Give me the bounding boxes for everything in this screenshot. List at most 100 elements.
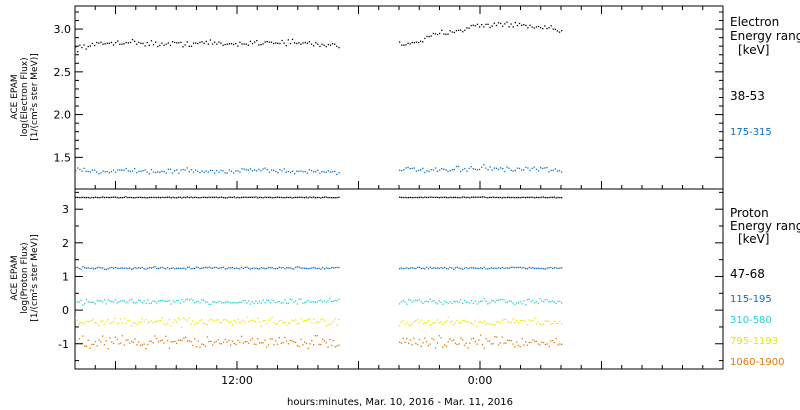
data-point	[489, 302, 491, 304]
data-point	[78, 196, 80, 199]
data-point	[526, 299, 529, 301]
data-point	[541, 267, 543, 270]
data-point	[508, 322, 511, 324]
data-point	[426, 341, 428, 343]
data-point	[517, 321, 520, 324]
data-point	[174, 41, 176, 44]
data-point	[194, 196, 196, 198]
data-point	[334, 318, 336, 320]
data-point	[544, 320, 547, 322]
data-point	[244, 321, 246, 323]
data-point	[206, 323, 208, 326]
data-point	[112, 321, 115, 323]
data-point	[418, 266, 421, 268]
data-point	[472, 323, 475, 326]
data-point	[431, 300, 433, 303]
data-point	[413, 320, 415, 323]
data-point	[146, 171, 148, 173]
data-point	[129, 320, 131, 322]
data-point	[93, 197, 95, 199]
data-point	[429, 266, 431, 268]
data-point	[336, 45, 338, 47]
data-point	[432, 32, 434, 35]
data-point	[510, 340, 512, 342]
data-point	[121, 169, 123, 171]
proton-legend-title: Proton	[730, 206, 769, 220]
data-point	[217, 267, 219, 270]
data-point	[118, 343, 120, 345]
data-point	[100, 41, 102, 43]
data-point	[96, 267, 98, 269]
data-point	[262, 168, 264, 170]
data-point	[291, 197, 293, 199]
data-point	[316, 267, 318, 270]
data-point	[190, 298, 192, 300]
data-point	[304, 267, 306, 269]
data-point	[161, 170, 163, 173]
data-point	[300, 170, 302, 172]
data-point	[466, 170, 468, 172]
data-point	[150, 267, 152, 269]
proton-legend-795-1193: 795-1193	[730, 336, 778, 347]
data-point	[125, 339, 127, 341]
data-point	[304, 320, 306, 322]
data-point	[105, 268, 107, 271]
data-point	[454, 196, 457, 198]
data-point	[134, 197, 136, 199]
data-point	[493, 22, 495, 24]
data-point	[211, 169, 214, 172]
data-point	[216, 169, 218, 172]
data-point	[194, 323, 196, 325]
data-point	[91, 169, 94, 171]
data-point	[147, 343, 149, 346]
data-point	[253, 302, 255, 305]
data-point	[430, 35, 432, 37]
data-point	[427, 268, 430, 270]
data-point	[485, 196, 487, 199]
data-point	[331, 322, 333, 325]
data-point	[105, 340, 107, 342]
data-point	[439, 169, 441, 171]
data-point	[521, 319, 523, 322]
data-point	[233, 302, 235, 304]
data-point	[417, 41, 420, 44]
data-point	[332, 340, 335, 342]
data-point	[255, 196, 257, 198]
data-point	[248, 267, 250, 269]
data-point	[478, 301, 480, 303]
data-point	[129, 196, 131, 199]
data-point	[143, 320, 145, 323]
data-point	[127, 339, 129, 341]
data-point	[334, 299, 336, 301]
data-point	[428, 36, 430, 38]
data-point	[249, 168, 252, 170]
data-point	[210, 196, 212, 199]
data-point	[553, 301, 556, 303]
data-point	[321, 43, 323, 45]
data-point	[219, 196, 221, 198]
data-point	[338, 318, 340, 321]
data-point	[555, 267, 557, 269]
data-point	[507, 320, 509, 323]
data-point	[251, 42, 254, 45]
data-point	[426, 196, 428, 199]
data-point	[82, 196, 84, 198]
data-point	[523, 24, 525, 26]
data-point	[284, 268, 286, 270]
data-point	[75, 345, 77, 347]
data-point	[402, 196, 404, 199]
data-point	[244, 341, 246, 343]
data-point	[150, 169, 153, 171]
data-point	[260, 342, 262, 344]
data-point	[179, 267, 181, 269]
data-point	[550, 301, 552, 303]
data-point	[165, 300, 167, 302]
data-point	[487, 303, 489, 305]
data-point	[469, 197, 471, 199]
data-point	[93, 301, 95, 303]
data-point	[167, 266, 169, 269]
data-point	[413, 267, 415, 269]
data-point	[253, 196, 255, 199]
data-point	[334, 43, 336, 45]
